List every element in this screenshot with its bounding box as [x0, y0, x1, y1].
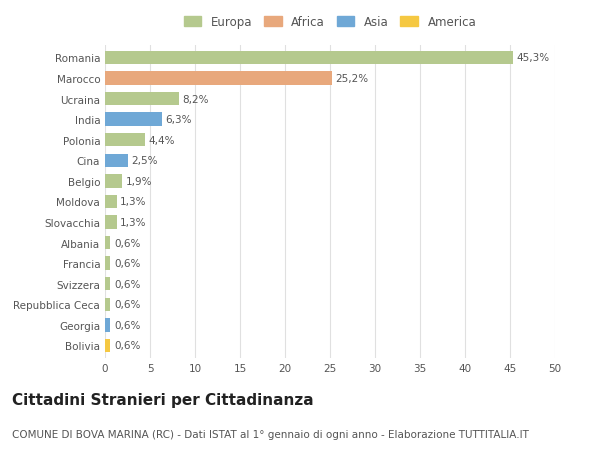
Text: 4,4%: 4,4%	[148, 135, 175, 146]
Text: COMUNE DI BOVA MARINA (RC) - Dati ISTAT al 1° gennaio di ogni anno - Elaborazion: COMUNE DI BOVA MARINA (RC) - Dati ISTAT …	[12, 429, 529, 439]
Text: 8,2%: 8,2%	[182, 94, 209, 104]
Text: 0,6%: 0,6%	[114, 341, 140, 351]
Bar	[105, 277, 110, 291]
Bar	[105, 175, 122, 188]
Bar	[105, 339, 110, 353]
Text: 6,3%: 6,3%	[166, 115, 192, 125]
Bar	[105, 51, 513, 65]
Bar	[105, 236, 110, 250]
Bar	[105, 195, 116, 209]
Text: 0,6%: 0,6%	[114, 320, 140, 330]
Text: Cittadini Stranieri per Cittadinanza: Cittadini Stranieri per Cittadinanza	[12, 392, 314, 408]
Bar	[105, 93, 179, 106]
Text: 1,9%: 1,9%	[126, 176, 152, 186]
Bar	[105, 134, 145, 147]
Text: 0,6%: 0,6%	[114, 300, 140, 310]
Bar	[105, 154, 128, 168]
Legend: Europa, Africa, Asia, America: Europa, Africa, Asia, America	[179, 11, 481, 34]
Text: 0,6%: 0,6%	[114, 258, 140, 269]
Bar	[105, 72, 332, 85]
Text: 2,5%: 2,5%	[131, 156, 158, 166]
Text: 45,3%: 45,3%	[516, 53, 550, 63]
Text: 0,6%: 0,6%	[114, 279, 140, 289]
Bar	[105, 216, 116, 229]
Bar	[105, 113, 162, 127]
Text: 0,6%: 0,6%	[114, 238, 140, 248]
Bar	[105, 257, 110, 270]
Bar	[105, 319, 110, 332]
Text: 1,3%: 1,3%	[120, 218, 147, 228]
Text: 1,3%: 1,3%	[120, 197, 147, 207]
Bar	[105, 298, 110, 311]
Text: 25,2%: 25,2%	[335, 74, 368, 84]
